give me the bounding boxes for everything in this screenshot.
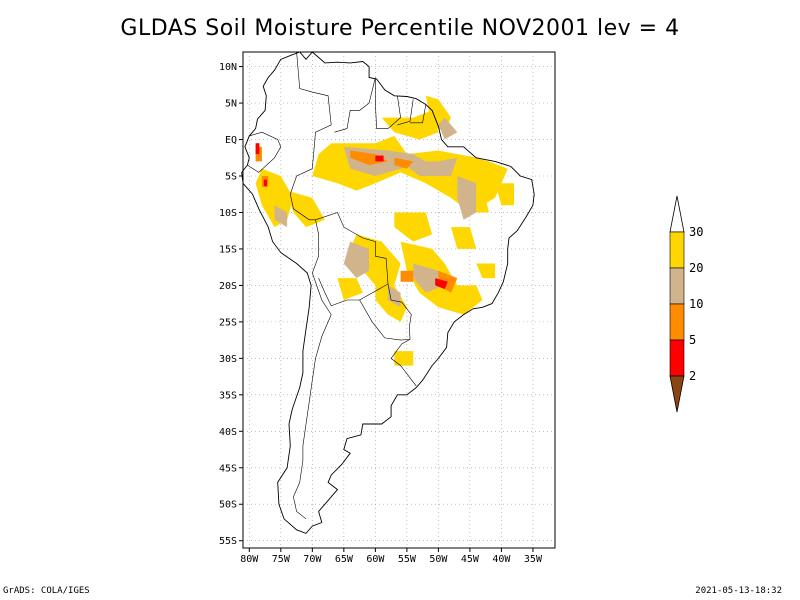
colorbar-label: 30 [689,225,703,239]
lat-tick-label: 30S [219,354,237,365]
country-border [334,77,376,133]
coastlines [241,51,535,534]
lat-tick-label: 5N [225,99,237,110]
country-border [296,51,332,169]
lon-tick-label: 50W [429,554,448,565]
colorbar-legend: 30 20 10 5 2 [669,195,703,413]
shading-orange [400,270,414,282]
shading-yellow [381,110,439,140]
country-border [293,272,332,520]
colorbar-top-arrow [669,195,685,233]
shading-orange [394,157,414,169]
country-border [410,104,427,124]
country-border [375,79,401,129]
shading-tan [400,157,458,176]
shading-tan [274,205,288,228]
colorbar-segment [669,267,685,305]
shading-orange [350,150,388,166]
lat-tick-label: 45S [219,463,237,474]
shading-tan [343,241,370,279]
country-border [247,131,282,173]
lon-tick-label: 80W [240,554,259,565]
footer-timestamp: 2021-05-13-18:32 [695,586,782,596]
lon-tick-label: 70W [303,554,322,565]
shading-yellow [476,263,496,279]
country-border [390,339,417,387]
lat-tick-label: 15S [219,244,237,255]
lon-tick-label: 60W [366,554,385,565]
lat-tick-label: EQ [225,135,237,146]
shading-yellow [394,351,414,366]
shading-yellow [394,212,433,242]
lat-tick-label: 20S [219,281,237,292]
axis-ticks: 10N 5N EQ 5S 10S 15S 20S 25S 30S 35S 40S 45S 50S 55S8… [219,62,543,565]
colorbar-label: 20 [689,261,703,275]
lat-tick-label: 35S [219,390,237,401]
colorbar-label: 5 [689,333,696,347]
lon-tick-label: 55W [398,554,417,565]
percentile-shading [255,95,514,366]
shading-yellow [287,190,325,228]
colorbar-segment [669,339,685,377]
shading-yellow [451,227,477,249]
shading-red [375,155,384,162]
lon-tick-label: 40W [492,554,511,565]
colorbar-segment [669,303,685,341]
shading-tan [438,117,458,140]
lat-tick-label: 10S [219,208,237,219]
colorbar-label: 10 [689,297,703,311]
country-border [359,283,412,341]
lon-tick-label: 35W [524,554,543,565]
colorbar-bottom-arrow [669,375,685,413]
lat-tick-label: 55S [219,536,237,547]
country-border [315,212,389,307]
colorbar-label: 2 [689,369,696,383]
shading-yellow [495,183,514,206]
lon-tick-label: 65W [335,554,354,565]
shading-tan [457,176,477,220]
lat-tick-label: 50S [219,500,237,511]
country-border [397,99,414,126]
shading-red [255,143,260,155]
map-title: GLDAS Soil Moisture Percentile NOV2001 l… [120,16,680,41]
lat-tick-label: 10N [219,62,237,73]
map-frame [242,51,556,549]
footer-credit: GrADS: COLA/IGES [3,586,90,596]
shading-yellow [337,278,363,300]
colorbar-segment [669,231,685,269]
lat-tick-label: 40S [219,427,237,438]
country-border [289,168,319,274]
shading-tan [388,285,401,308]
lon-tick-label: 75W [272,554,291,565]
shading-red [263,179,267,187]
continent-outline [241,51,535,534]
lon-tick-label: 45W [461,554,480,565]
lat-tick-label: 5S [225,172,237,183]
lat-tick-label: 25S [219,317,237,328]
shading-red [435,278,448,290]
